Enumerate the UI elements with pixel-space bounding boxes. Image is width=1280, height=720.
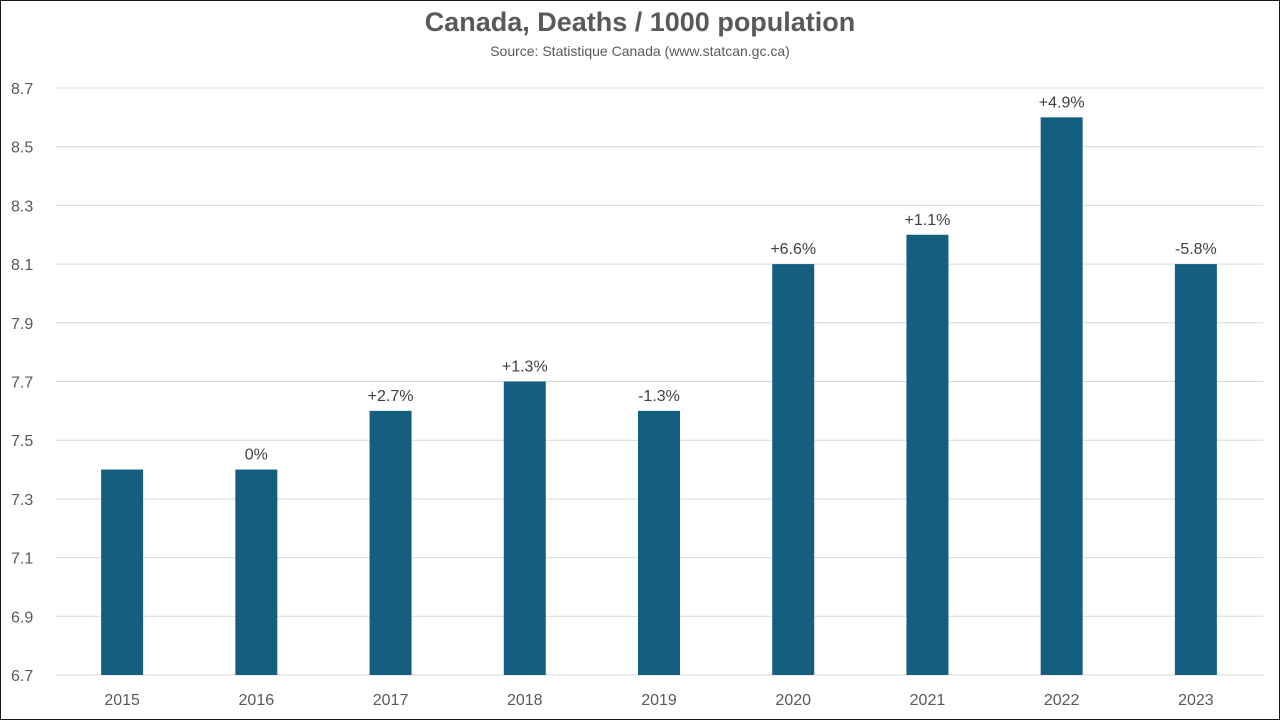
x-tick-label-2021: 2021 — [910, 692, 946, 709]
data-label-2020: +6.6% — [770, 241, 816, 258]
bar-2023 — [1174, 264, 1217, 675]
x-tick-label-2019: 2019 — [641, 692, 677, 709]
x-tick-label-2017: 2017 — [373, 692, 409, 709]
bar-2015 — [101, 469, 144, 675]
data-label-2017: +2.7% — [368, 388, 414, 405]
bar-2021 — [906, 234, 949, 675]
y-tick-label: 8.3 — [11, 198, 33, 215]
bar-2020 — [772, 264, 815, 675]
y-tick-label: 8.5 — [11, 140, 33, 157]
y-tick-label: 7.5 — [11, 433, 33, 450]
x-tick-label-2018: 2018 — [507, 692, 543, 709]
y-axis-tick-labels: 6.7 6.9 7.1 7.3 7.5 7.7 7.9 8.1 8.3 8.5 8.7 — [11, 81, 33, 685]
chart-title: Canada, Deaths / 1000 population — [424, 7, 856, 37]
y-tick-label: 7.9 — [11, 316, 33, 333]
data-label-2023: -5.8% — [1175, 241, 1217, 258]
bar-2019 — [638, 410, 680, 675]
data-label-2018: +1.3% — [502, 359, 548, 376]
bars — [101, 117, 1217, 676]
y-tick-label: 8.1 — [11, 257, 33, 274]
y-tick-label: 7.1 — [11, 551, 33, 568]
bar-2016 — [235, 469, 278, 675]
bar-2022 — [1040, 117, 1083, 676]
data-label-2016: 0% — [245, 447, 268, 464]
x-tick-label-2015: 2015 — [104, 692, 140, 709]
x-tick-label-2022: 2022 — [1044, 692, 1080, 709]
y-tick-label: 6.9 — [11, 609, 33, 626]
data-labels: 0% +2.7% +1.3% -1.3% +6.6% +1.1% +4.9% -5.8% — [245, 94, 1217, 463]
chart-subtitle: Source: Statistique Canada (www.statcan.… — [490, 43, 790, 59]
x-tick-label-2020: 2020 — [775, 692, 811, 709]
data-label-2022: +4.9% — [1039, 94, 1085, 111]
bar-2018 — [503, 381, 546, 675]
x-axis-tick-labels: 2015 2016 2017 2018 2019 2020 2021 2022 2023 — [104, 692, 1213, 709]
bar-2017 — [369, 410, 412, 675]
y-tick-label: 6.7 — [11, 668, 33, 685]
x-tick-label-2023: 2023 — [1178, 692, 1214, 709]
data-label-2019: -1.3% — [638, 388, 680, 405]
data-label-2021: +1.1% — [905, 212, 951, 229]
y-tick-label: 7.7 — [11, 375, 33, 392]
y-tick-label: 8.7 — [11, 81, 33, 98]
y-tick-label: 7.3 — [11, 492, 33, 509]
x-tick-label-2016: 2016 — [239, 692, 275, 709]
